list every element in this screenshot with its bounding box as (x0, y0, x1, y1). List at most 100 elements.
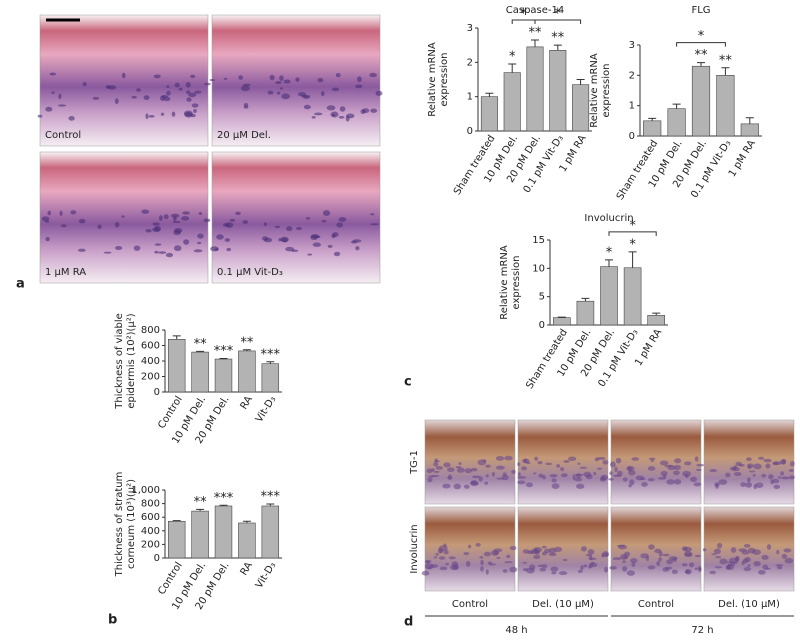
cell (154, 250, 159, 254)
cell (537, 564, 543, 567)
cell (517, 462, 521, 467)
cell (609, 461, 616, 468)
cell (470, 480, 479, 486)
cell (522, 561, 528, 564)
cell (657, 476, 666, 480)
cell (171, 111, 176, 117)
cell (345, 115, 350, 122)
bar (214, 505, 233, 559)
cell (170, 213, 180, 218)
cell (541, 564, 548, 569)
cell (327, 244, 333, 248)
cell (326, 105, 336, 111)
cell (574, 477, 583, 482)
cell (766, 544, 772, 550)
micrograph (39, 14, 209, 147)
cell (453, 483, 461, 490)
cell (338, 115, 345, 119)
cell (185, 81, 191, 88)
cell (579, 466, 588, 469)
cell (339, 106, 346, 112)
cell (178, 87, 183, 91)
cell (223, 77, 228, 80)
panel-letter: c (404, 375, 412, 390)
cell (443, 462, 451, 468)
significance-bracket (534, 19, 582, 25)
significance: ** (194, 337, 208, 352)
cell (478, 476, 483, 482)
cell (491, 472, 495, 477)
cell (307, 253, 313, 256)
cell (77, 248, 86, 252)
cell (718, 479, 728, 485)
bracket-label: * (698, 29, 705, 44)
cell (485, 569, 489, 575)
cell (480, 559, 484, 566)
cell (726, 564, 731, 570)
micrograph (517, 419, 609, 505)
cell (479, 556, 484, 559)
image-label: 1 μM RA (45, 267, 86, 278)
y-axis-label: expression (439, 53, 450, 107)
image-label: 20 μM Del. (217, 130, 271, 141)
error-bar (553, 44, 562, 51)
cell (697, 566, 702, 571)
cell (434, 460, 440, 463)
bar (480, 96, 498, 132)
cell (286, 226, 293, 232)
cell (741, 560, 745, 566)
cell (590, 561, 595, 565)
cell (504, 561, 513, 564)
cell (355, 84, 363, 89)
cell (711, 553, 717, 556)
cell (525, 482, 533, 488)
cell (577, 569, 583, 573)
cell (467, 544, 472, 549)
cell (210, 246, 219, 252)
significance: ** (240, 335, 254, 350)
cell (647, 478, 655, 482)
bar (600, 266, 618, 326)
cell (765, 463, 771, 469)
cell (360, 109, 366, 115)
cell (572, 474, 576, 480)
cell (765, 567, 771, 570)
cell (741, 550, 750, 555)
x-tick-label: Vit-D₃ (254, 394, 279, 424)
cell (596, 467, 603, 470)
cell (375, 90, 383, 96)
cell (594, 457, 600, 462)
cell (456, 467, 465, 473)
cell (548, 547, 557, 554)
cell (438, 556, 446, 560)
cell (443, 543, 447, 548)
cell (784, 557, 794, 564)
bar (191, 351, 209, 393)
cell (37, 114, 43, 118)
error-bar (672, 103, 681, 109)
cell (504, 455, 513, 461)
row-label: TG-1 (409, 450, 420, 475)
error-bar (485, 92, 494, 97)
cell (654, 548, 662, 554)
cell (775, 564, 784, 567)
cell (70, 210, 77, 215)
column-label: Del. (10 μM) (532, 599, 594, 610)
cell (761, 473, 767, 478)
cell (182, 211, 190, 215)
cell (626, 466, 635, 471)
cell (780, 459, 787, 465)
cell (517, 472, 521, 477)
cell (725, 472, 731, 478)
significance: ** (719, 53, 733, 68)
cell (534, 456, 539, 461)
cell (131, 95, 137, 99)
error-bar (628, 251, 637, 268)
cell (545, 462, 553, 466)
cell (279, 87, 283, 90)
cell (551, 483, 560, 490)
cell (753, 463, 762, 470)
cell (153, 74, 161, 79)
cell (658, 557, 662, 562)
